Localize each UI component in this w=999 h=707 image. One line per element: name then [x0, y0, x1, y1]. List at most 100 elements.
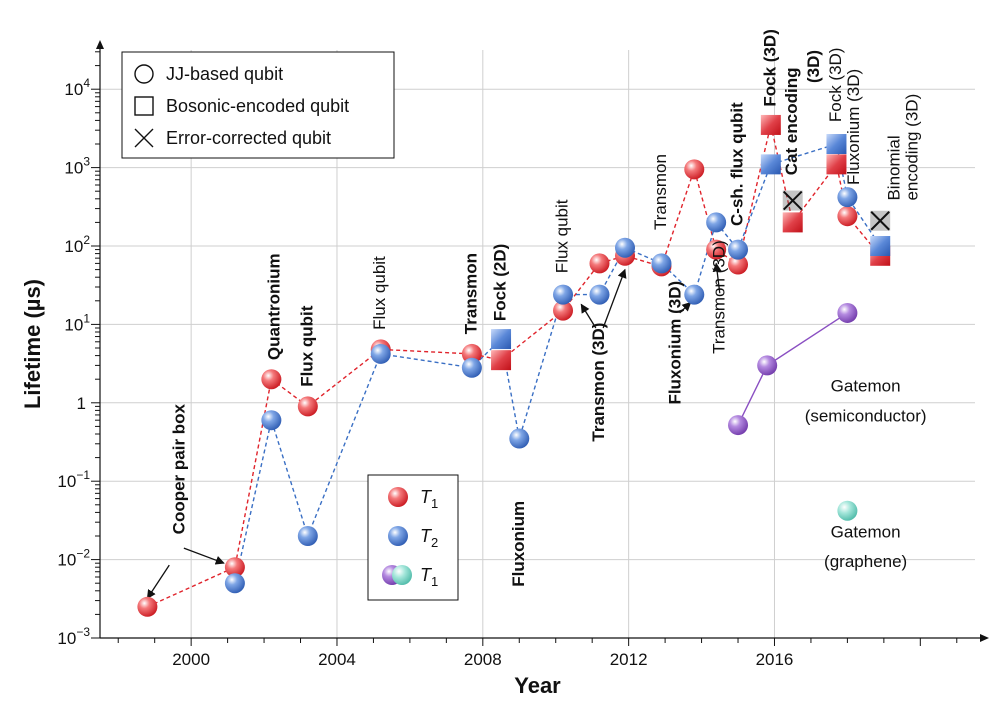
cross-point	[783, 190, 803, 211]
annotation-label: encoding (3D)	[903, 94, 922, 201]
x-tick-label: 2004	[318, 650, 356, 669]
y-tick-label: 101	[64, 311, 90, 334]
y-tick-label: 104	[64, 76, 90, 99]
circle-point-T2	[509, 428, 530, 449]
circle-point-T2	[553, 284, 574, 305]
annotation-label: Transmon	[651, 154, 670, 230]
annotation-label: Fock (3D)	[760, 29, 779, 106]
circle-point-purple	[837, 302, 858, 323]
legend-label: Bosonic-encoded qubit	[166, 96, 349, 116]
legend-square-icon	[134, 96, 154, 116]
circle-point-T2	[370, 343, 391, 364]
annotation-label: Flux qubit	[297, 305, 316, 387]
annotation-arrow	[602, 268, 627, 329]
annotation-label: Cooper pair box	[170, 403, 189, 534]
annotation-label: Gatemon	[831, 523, 901, 542]
legend-dot-teal	[392, 565, 412, 585]
annotation-arrow	[580, 303, 597, 329]
circle-point-T2	[684, 284, 705, 305]
annotation-label: (graphene)	[824, 552, 907, 571]
x-tick-label: 2016	[756, 650, 794, 669]
x-axis-title: Year	[514, 673, 561, 698]
legend-label: Error-corrected qubit	[166, 128, 331, 148]
square-point-T1	[782, 212, 803, 233]
legend-label: T1	[420, 565, 438, 589]
annotation-label: Transmon (3D)	[589, 323, 608, 442]
circle-point-purple	[757, 355, 778, 376]
series-line-T2	[234, 143, 881, 584]
cross-point	[870, 211, 890, 231]
annotation-label: Gatemon	[831, 376, 901, 395]
circle-point-T2	[297, 525, 318, 546]
annotation-arrow	[712, 262, 722, 294]
y-tick-label: 103	[64, 155, 90, 178]
square-point-T1	[826, 154, 847, 175]
y-tick-label: 10−1	[57, 468, 90, 491]
circle-point-T2	[461, 357, 482, 378]
y-tick-label: 10−2	[57, 547, 90, 570]
legend-cross-icon	[134, 128, 154, 148]
circle-point-T2	[261, 410, 282, 431]
legend-dot-T1	[388, 487, 408, 507]
axes: 2000 2004 2008 2012 2016 10−3 10−2 10−1 1 101 102 1…	[20, 40, 989, 698]
square-point-T2	[870, 236, 891, 256]
square-point-T2	[491, 329, 512, 350]
annotation-label: Flux qubit	[370, 256, 389, 330]
circle-point-T1	[553, 300, 574, 321]
circle-point-T1	[684, 159, 705, 180]
annotation-label: Cat encoding	[782, 68, 801, 176]
square-point-T1	[491, 350, 512, 371]
circle-point-T1	[837, 206, 858, 227]
x-tick-label: 2008	[464, 650, 502, 669]
x-axis-arrow	[980, 634, 989, 642]
marker-legend-box	[121, 51, 395, 159]
circle-point-T2	[706, 212, 727, 233]
annotation-label: Flux qubit	[553, 199, 572, 273]
annotation-label: Quantronium	[264, 253, 283, 360]
annotation-label: Fock (2D)	[491, 244, 510, 321]
x-tick-label: 2012	[610, 650, 648, 669]
annotation-arrow	[146, 564, 170, 600]
circle-point-T2	[728, 239, 749, 260]
annotation-label: Binomial	[884, 135, 903, 200]
circle-point-T2	[651, 253, 672, 274]
circle-point-T2	[224, 573, 245, 594]
legend-dot-T2	[388, 526, 408, 546]
circle-point-purple	[728, 415, 749, 436]
circle-point-T1	[297, 396, 318, 417]
legend-circle-icon	[134, 64, 154, 84]
color-legend-box	[367, 474, 459, 601]
annotation-label: Fluxonium	[509, 501, 528, 587]
circle-point-T1	[728, 254, 749, 275]
annotation-arrow	[183, 547, 225, 565]
legend-label: JJ-based qubit	[166, 64, 283, 84]
circle-point-T1	[706, 239, 727, 260]
legends: JJ-based qubit Bosonic-encoded qubit Error…	[121, 51, 459, 601]
annotation-label: Transmon	[461, 253, 480, 334]
y-tick-label: 1	[77, 394, 86, 413]
annotation-label: Fluxonium (3D)	[666, 281, 685, 405]
y-tick-label: 10−3	[57, 625, 90, 648]
y-axis-arrow	[96, 40, 104, 49]
circle-point-T1	[461, 343, 482, 364]
y-axis-title: Lifetime (µs)	[20, 279, 45, 409]
square-point-T2	[826, 133, 847, 154]
x-tick-label: 2000	[172, 650, 210, 669]
annotation-label: Fluxonium (3D)	[844, 69, 863, 185]
square-point-T2	[760, 154, 781, 175]
circle-point-teal	[837, 500, 858, 521]
circle-point-T1	[137, 596, 158, 617]
square-point-T1	[760, 114, 781, 135]
annotation-arrows	[146, 262, 722, 600]
circle-point-T1	[261, 369, 282, 390]
circle-point-T1	[589, 253, 610, 274]
annotation-label: Fock (3D)	[826, 48, 845, 123]
data-points	[137, 114, 891, 617]
annotation-arrow	[679, 301, 692, 314]
annotation-labels: Cooper pair box Quantronium Flux qubit Flux…	[170, 29, 927, 587]
annotation-label: Transmon (3D)	[709, 240, 728, 354]
circle-point-T2	[837, 187, 858, 208]
legend-label: T2	[420, 526, 438, 550]
circle-point-T2	[589, 284, 610, 305]
